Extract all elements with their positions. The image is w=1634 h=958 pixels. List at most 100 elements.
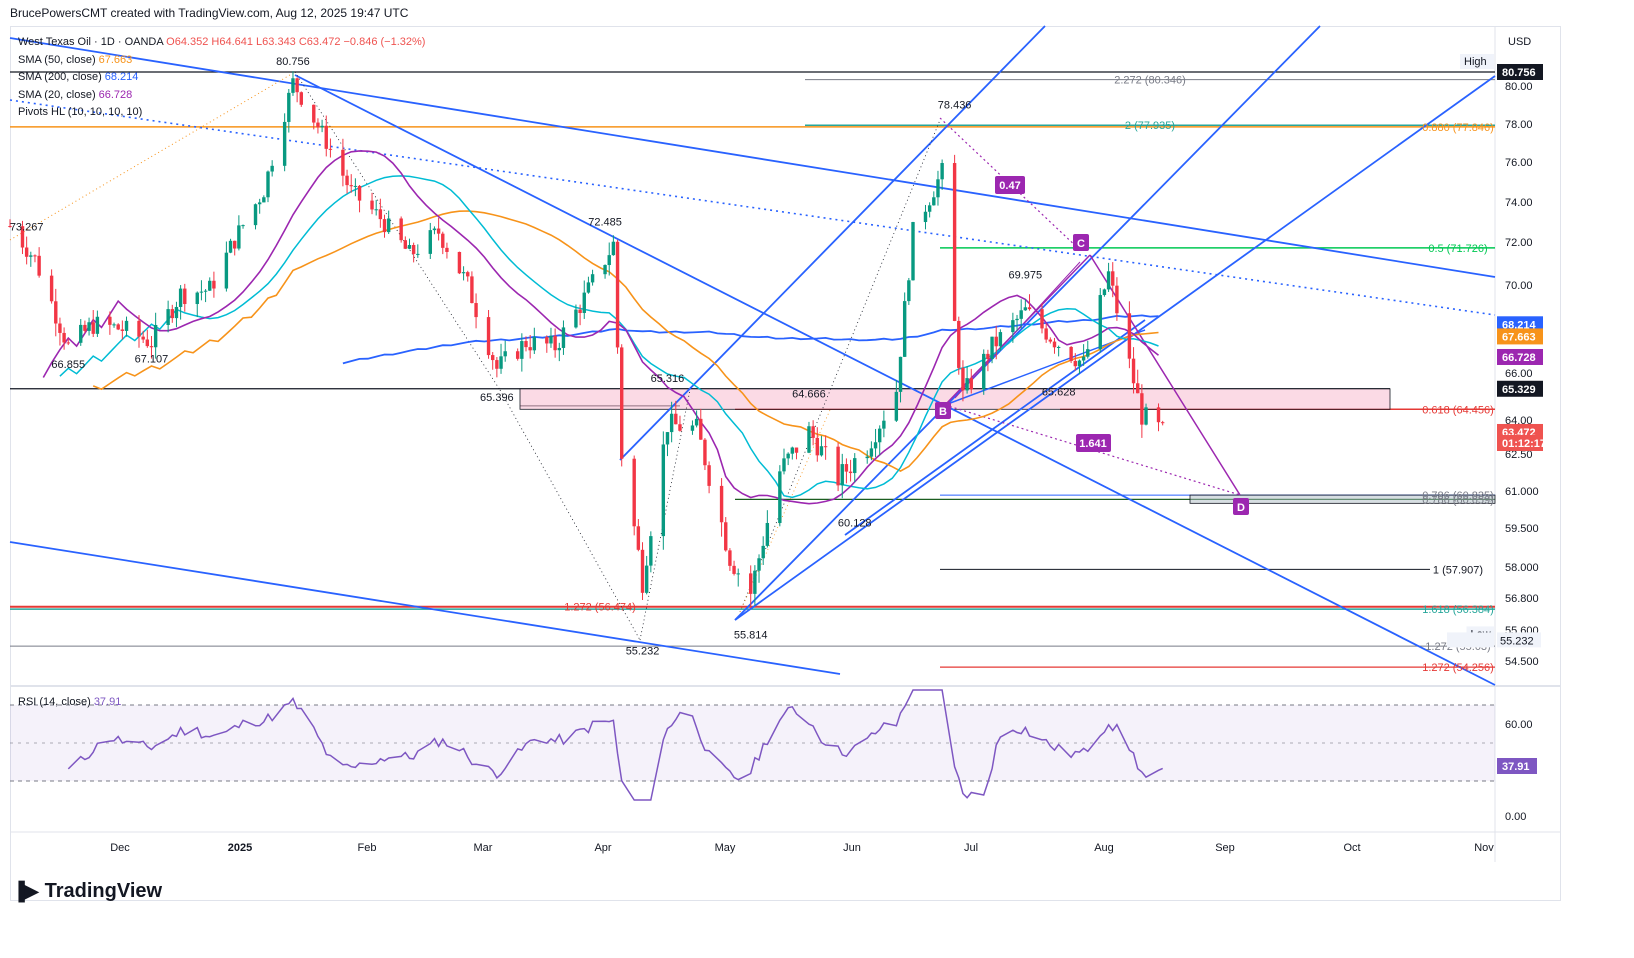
y-tick-label: 59.500 bbox=[1505, 523, 1539, 535]
candle bbox=[515, 348, 520, 361]
candle bbox=[690, 420, 695, 435]
candle bbox=[491, 352, 495, 370]
pivot-label: 67.107 bbox=[135, 354, 169, 366]
price-tag-text: 66.728 bbox=[1502, 352, 1536, 364]
pivot-label: 55.814 bbox=[734, 629, 768, 641]
tradingview-logo-icon: ▐▶ bbox=[12, 881, 39, 901]
candle bbox=[411, 242, 416, 263]
fib-label: 2 (77.935) bbox=[1125, 120, 1175, 132]
sma20-label[interactable]: SMA (20, close) bbox=[18, 88, 96, 101]
candle bbox=[54, 288, 58, 337]
candle bbox=[661, 431, 666, 550]
chart-frame bbox=[10, 26, 1561, 901]
price-tag[interactable] bbox=[1497, 316, 1543, 333]
x-tick-label: May bbox=[715, 842, 736, 854]
candle bbox=[545, 335, 549, 353]
candle bbox=[316, 118, 320, 134]
candle bbox=[749, 565, 753, 608]
candle bbox=[195, 291, 199, 318]
rsi-tick: 60.00 bbox=[1505, 719, 1533, 731]
candle bbox=[441, 231, 445, 255]
candle bbox=[528, 334, 532, 359]
candle bbox=[20, 220, 25, 255]
candle bbox=[253, 203, 258, 230]
candle bbox=[582, 280, 586, 319]
candle bbox=[553, 328, 557, 358]
sma200-line[interactable] bbox=[342, 314, 1159, 365]
candle bbox=[1160, 420, 1165, 426]
ratio-label-1[interactable] bbox=[995, 176, 1025, 194]
candle bbox=[998, 329, 1003, 351]
sma20-line[interactable] bbox=[42, 150, 1159, 505]
harmonic-point-d[interactable] bbox=[1233, 498, 1249, 515]
candle bbox=[486, 310, 491, 359]
candle bbox=[112, 322, 116, 328]
candle bbox=[982, 349, 986, 395]
candle bbox=[678, 415, 682, 432]
sma50-line[interactable] bbox=[92, 210, 1159, 473]
candle bbox=[1086, 340, 1090, 359]
price-tag[interactable] bbox=[1497, 435, 1543, 451]
supply-zone bbox=[519, 388, 1391, 410]
rsi-line[interactable] bbox=[67, 689, 1164, 801]
sma30-line[interactable] bbox=[59, 175, 1159, 499]
candle bbox=[1069, 346, 1073, 364]
sma50-label[interactable]: SMA (50, close) bbox=[18, 53, 96, 66]
sma50-value: 67.663 bbox=[98, 53, 133, 66]
candle bbox=[153, 312, 158, 359]
ratio-label-2[interactable] bbox=[1076, 434, 1111, 452]
harmonic-point-c[interactable] bbox=[1073, 234, 1089, 251]
candle bbox=[428, 222, 432, 259]
y-tick-label: 62.50 bbox=[1505, 449, 1533, 461]
candle bbox=[1023, 299, 1028, 311]
chart-legend: West Texas Oil · 1D · OANDA O64.352 H64.… bbox=[18, 34, 425, 122]
candle bbox=[178, 285, 183, 320]
candle bbox=[873, 428, 878, 458]
candle bbox=[882, 410, 886, 438]
candle bbox=[894, 380, 899, 422]
harmonic-point-b[interactable] bbox=[935, 402, 951, 419]
pivots-label[interactable]: Pivots HL (10, 10, 10, 10) bbox=[18, 106, 143, 118]
price-tag[interactable] bbox=[1497, 64, 1543, 80]
candle bbox=[640, 542, 645, 600]
candle bbox=[24, 236, 29, 265]
price-tag-text: 68.214 bbox=[1502, 319, 1537, 331]
fib-label: 2.272 (80.346) bbox=[1114, 75, 1186, 87]
rsi-value-tag: 37.91 bbox=[1502, 761, 1530, 773]
y-tick-label: 54.500 bbox=[1505, 656, 1539, 668]
candle bbox=[1015, 314, 1019, 331]
candle bbox=[1111, 262, 1115, 298]
x-tick-label: Dec bbox=[110, 842, 130, 854]
symbol-title[interactable]: West Texas Oil · 1D · OANDA bbox=[18, 36, 164, 48]
brand-logo[interactable]: ▐▶ TradingView bbox=[12, 880, 162, 903]
pivot-label: 66.855 bbox=[51, 359, 85, 371]
price-tag[interactable] bbox=[1497, 328, 1543, 345]
candle bbox=[561, 320, 566, 355]
y-tick-label: 66.00 bbox=[1505, 368, 1533, 380]
candles[interactable] bbox=[8, 71, 1165, 608]
candle bbox=[58, 317, 62, 346]
rsi-pane[interactable] bbox=[10, 689, 1537, 801]
price-pane[interactable] bbox=[9, 25, 1561, 862]
candle bbox=[786, 452, 790, 466]
candle bbox=[457, 251, 462, 275]
candle bbox=[228, 238, 233, 254]
currency-label[interactable]: USD bbox=[1508, 36, 1532, 48]
candle bbox=[724, 517, 728, 552]
y-tick-label: 80.00 bbox=[1505, 81, 1533, 93]
candle bbox=[765, 510, 770, 548]
candle bbox=[1073, 353, 1077, 371]
rsi-label[interactable]: RSI (14, close) bbox=[18, 696, 91, 708]
sma200-value: 68.214 bbox=[104, 71, 139, 83]
candle bbox=[898, 356, 903, 403]
candle bbox=[1144, 403, 1148, 426]
sma200-label[interactable]: SMA (200, close) bbox=[18, 71, 102, 83]
price-tag[interactable] bbox=[1497, 380, 1543, 397]
candle bbox=[91, 310, 95, 337]
candle bbox=[341, 138, 345, 187]
candle bbox=[8, 219, 12, 228]
candle bbox=[224, 241, 229, 292]
price-tag[interactable] bbox=[1497, 348, 1543, 365]
candle bbox=[778, 465, 782, 527]
